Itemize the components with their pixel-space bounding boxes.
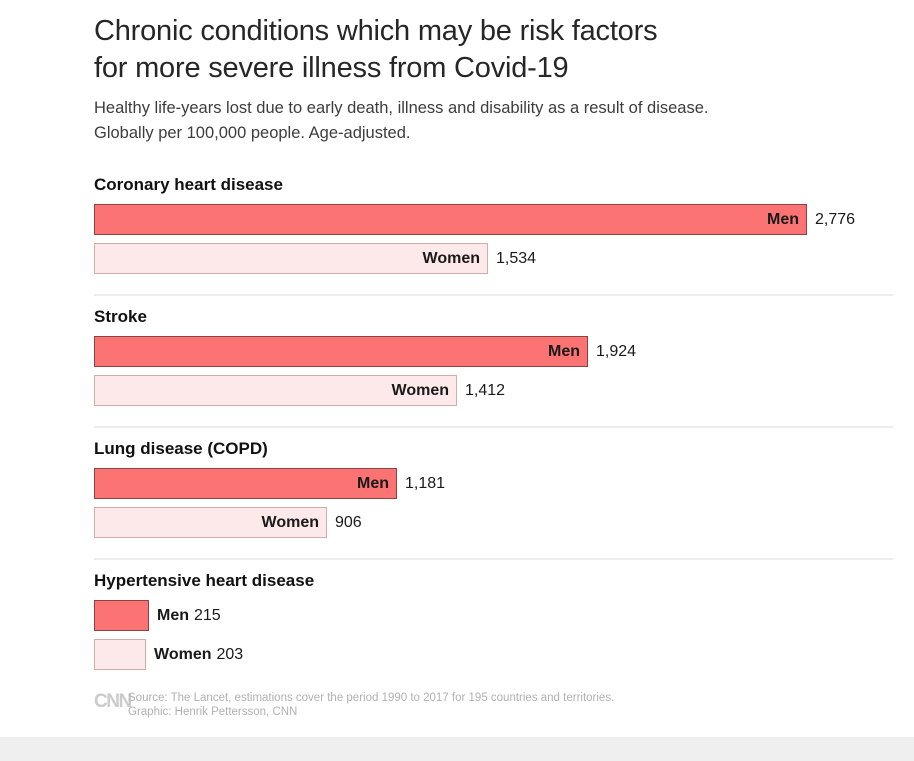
- chart-groups: Coronary heart disease Men 2,776 Women 1,534…: [94, 175, 894, 670]
- women-bar: Women: [94, 243, 488, 274]
- cnn-logo: CNN: [94, 691, 132, 712]
- men-bar-label: Men: [357, 474, 389, 492]
- men-bar-row: Men 215: [94, 600, 894, 631]
- men-bar: Men: [94, 336, 588, 367]
- men-bar-label: Men: [157, 606, 189, 624]
- men-bar-value: 1,181: [405, 474, 446, 492]
- condition-heading: Coronary heart disease: [94, 175, 283, 194]
- women-bar-row: Women 203: [94, 639, 894, 670]
- section-divider: [94, 558, 893, 560]
- men-bar: [94, 600, 149, 631]
- footer: CNN Source: The Lancet, estimations cove…: [94, 691, 894, 719]
- men-bar-value: 2,776: [815, 210, 856, 228]
- chart-group: Lung disease (COPD) Men 1,181 Women 906: [94, 439, 894, 538]
- page-title-line2: for more severe illness from Covid-19: [94, 52, 569, 84]
- chart-group: Coronary heart disease Men 2,776 Women 1,534: [94, 175, 894, 274]
- source-line2: Graphic: Henrik Pettersson, CNN: [128, 706, 298, 718]
- women-bar-label: Women: [422, 249, 480, 267]
- content-column: Chronic conditions which may be risk fac…: [94, 0, 894, 719]
- men-bar-outside-labels: Men 215: [157, 607, 221, 625]
- women-bar-value: 203: [216, 645, 244, 663]
- women-bar: Women: [94, 507, 327, 538]
- source-text: Source: The Lancet, estimations cover th…: [128, 691, 614, 719]
- men-bar: Men: [94, 204, 807, 235]
- women-bar-label: Women: [261, 513, 319, 531]
- women-bar-row: Women 1,412: [94, 375, 894, 406]
- page-subtitle-line1: Healthy life-years lost due to early dea…: [94, 99, 709, 117]
- women-bar-label: Women: [154, 645, 212, 663]
- men-bar-label: Men: [767, 210, 799, 228]
- chart-group: Hypertensive heart disease Men 215 Women 203: [94, 571, 894, 670]
- page-title: Chronic conditions which may be risk fac…: [94, 0, 894, 87]
- women-bar-value: 1,412: [465, 381, 506, 399]
- women-bar-outside-labels: Women 203: [154, 646, 243, 664]
- condition-heading: Hypertensive heart disease: [94, 571, 315, 590]
- women-bar-row: Women 906: [94, 507, 894, 538]
- condition-heading: Lung disease (COPD): [94, 439, 268, 458]
- men-bar-label: Men: [548, 342, 580, 360]
- chart-group: Stroke Men 1,924 Women 1,412: [94, 307, 894, 406]
- condition-heading: Stroke: [94, 307, 147, 326]
- men-bar-value: 215: [194, 606, 221, 624]
- men-bar: Men: [94, 468, 397, 499]
- women-bar: Women: [94, 375, 457, 406]
- men-bar-value: 1,924: [596, 342, 637, 360]
- women-bar-label: Women: [391, 381, 449, 399]
- bottom-gray-band: [0, 737, 914, 761]
- section-divider: [94, 426, 893, 428]
- page-title-line1: Chronic conditions which may be risk fac…: [94, 15, 658, 47]
- women-bar-value: 1,534: [496, 249, 537, 267]
- page-subtitle-line2: Globally per 100,000 people. Age-adjuste…: [94, 124, 411, 142]
- source-line1: Source: The Lancet, estimations cover th…: [128, 692, 615, 704]
- women-bar-value: 906: [335, 513, 362, 531]
- women-bar: [94, 639, 146, 670]
- men-bar-row: Men 1,181: [94, 468, 894, 499]
- section-divider: [94, 294, 893, 296]
- men-bar-row: Men 1,924: [94, 336, 894, 367]
- page-subtitle: Healthy life-years lost due to early dea…: [94, 96, 894, 146]
- women-bar-row: Women 1,534: [94, 243, 894, 274]
- men-bar-row: Men 2,776: [94, 204, 894, 235]
